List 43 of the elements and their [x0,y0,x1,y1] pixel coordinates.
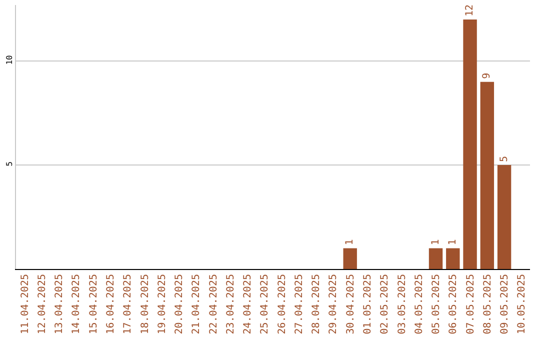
x-tick-label: 15.04.2025 [88,274,100,334]
x-tick-label: 29.04.2025 [328,274,340,334]
x-tick-label: 08.05.2025 [482,274,494,334]
x-tick-label: 27.04.2025 [294,274,305,334]
bar [446,248,460,269]
data-label: 5 [498,156,510,162]
x-tick-label: 01.05.2025 [362,274,374,334]
x-tick-label: 04.05.2025 [414,274,425,334]
x-tick-label: 24.04.2025 [242,274,254,334]
data-label: 1 [447,239,458,246]
x-tick-label: 13.04.2025 [54,274,66,334]
bar [343,248,357,269]
bar [480,82,494,269]
x-tick-label: 06.05.2025 [448,274,460,334]
x-tick-label: 05.05.2025 [431,274,442,334]
bar [428,248,443,269]
x-tick-label: 07.05.2025 [465,274,476,334]
x-tick-label: 26.04.2025 [276,274,288,334]
data-label: 1 [430,239,442,246]
x-tick-label: 18.04.2025 [140,274,151,334]
x-tick-label: 11.04.2025 [20,274,31,334]
x-tick-label: 17.04.2025 [122,274,134,334]
x-tick-label: 16.04.2025 [105,274,116,334]
y-tick-label: 10 [4,54,14,65]
bar [497,165,512,269]
x-tick-label: 03.05.2025 [396,274,408,334]
x-tick-label: 20.04.2025 [174,274,186,334]
data-label: 1 [344,239,356,246]
x-tick-label: 12.04.2025 [36,274,48,334]
bar [463,20,477,269]
x-tick-label: 22.04.2025 [208,274,220,334]
data-label: 12 [464,4,476,17]
x-tick-label: 02.05.2025 [380,274,391,334]
x-tick-label: 14.04.2025 [71,274,82,334]
x-tick-label: 19.04.2025 [156,274,168,334]
x-tick-label: 10.05.2025 [516,274,528,334]
x-tick-label: 28.04.2025 [311,274,322,334]
x-tick-label: 25.04.2025 [260,274,271,334]
x-tick-label: 21.04.2025 [191,274,202,334]
x-tick-label: 09.05.2025 [500,274,511,334]
x-tick-label: 30.04.2025 [345,274,356,334]
data-label: 9 [482,72,493,79]
x-tick-label: 23.04.2025 [225,274,236,334]
